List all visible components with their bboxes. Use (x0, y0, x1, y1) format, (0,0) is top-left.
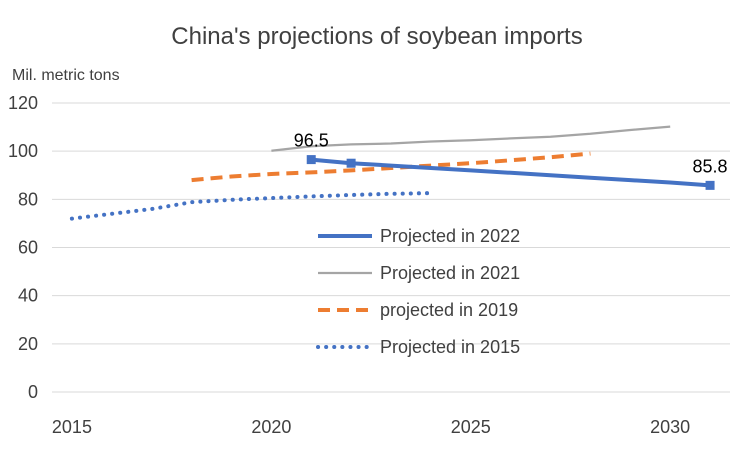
y-tick-label: 0 (28, 382, 38, 402)
y-tick-label: 80 (18, 189, 38, 209)
y-tick-label: 20 (18, 334, 38, 354)
data-point-marker (705, 180, 715, 190)
series-line-projected-in-2022 (311, 157, 711, 188)
legend: Projected in 2022 Projected in 2021 projec… (316, 226, 520, 357)
data-point-marker (306, 155, 316, 165)
legend-label: projected in 2019 (380, 300, 518, 320)
y-tick-label: 60 (18, 238, 38, 258)
y-tick-label: 120 (8, 93, 38, 113)
series-line-projected-in-2015 (69, 191, 433, 221)
y-axis-ticks: 0 20 40 60 80 100 120 (8, 93, 38, 402)
legend-label: Projected in 2022 (380, 226, 520, 246)
y-axis-unit-label: Mil. metric tons (12, 67, 120, 84)
data-point-marker (346, 158, 356, 168)
series-layer: 96.5 85.8 (69, 125, 728, 221)
x-tick-label: 2030 (650, 417, 690, 437)
x-tick-label: 2020 (251, 417, 291, 437)
gridlines (52, 102, 730, 345)
series-line-projected-in-2019 (191, 151, 591, 183)
data-label: 96.5 (294, 131, 329, 151)
x-axis-ticks: 2015 2020 2025 2030 (52, 417, 690, 437)
x-tick-label: 2025 (451, 417, 491, 437)
x-tick-label: 2015 (52, 417, 92, 437)
y-tick-label: 40 (18, 286, 38, 306)
data-label: 85.8 (693, 156, 728, 176)
chart-title: China's projections of soybean imports (171, 23, 582, 50)
legend-label: Projected in 2021 (380, 263, 520, 283)
y-tick-label: 100 (8, 141, 38, 161)
series-line-projected-in-2021 (271, 125, 671, 152)
legend-label: Projected in 2015 (380, 337, 520, 357)
